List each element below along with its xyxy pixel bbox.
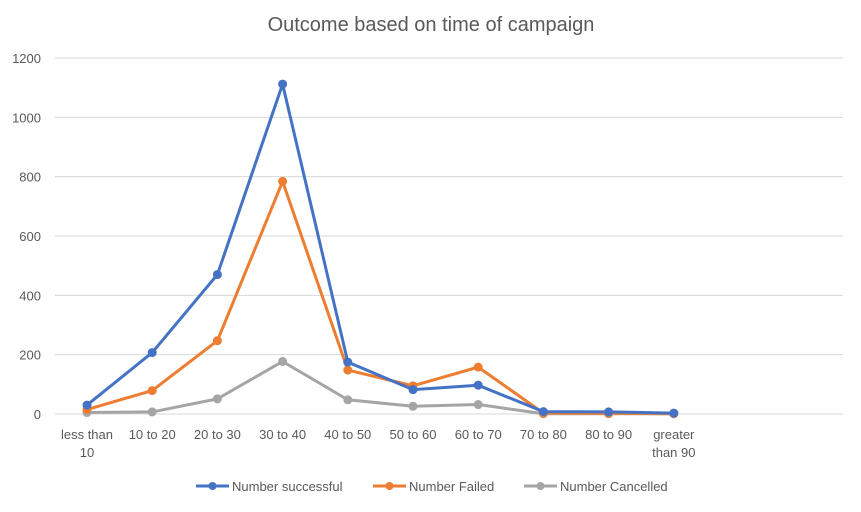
- y-tick-label: 1200: [12, 51, 41, 66]
- x-tick-label: 20 to 30: [194, 427, 241, 442]
- data-point: [538, 407, 548, 417]
- series-line: [85, 82, 676, 415]
- data-point: [343, 365, 353, 375]
- legend-swatch-marker: [385, 482, 394, 490]
- series-line: [85, 359, 676, 416]
- gridlines: [55, 57, 843, 356]
- series-line: [85, 179, 676, 416]
- x-tick-label: 60 to 70: [455, 427, 502, 442]
- series-number-cancelled: [82, 356, 679, 419]
- y-axis: 0 200 400 600 800 1000 1200: [12, 51, 41, 422]
- series-number-failed: [82, 176, 679, 419]
- legend-label: Number successful: [232, 479, 343, 494]
- x-tick-label: 80 to 90: [585, 427, 632, 442]
- x-tick-label-line: 10 to 20: [129, 427, 176, 442]
- data-point: [604, 407, 614, 417]
- data-point: [473, 400, 483, 410]
- data-point: [147, 407, 157, 417]
- x-tick-label-line: 50 to 60: [390, 427, 437, 442]
- x-tick-label-line: 40 to 50: [324, 427, 371, 442]
- x-tick-label-line: than 90: [652, 445, 695, 460]
- x-tick-label: 40 to 50: [324, 427, 371, 442]
- data-point: [147, 386, 157, 396]
- x-tick-label-line: 70 to 80: [520, 427, 567, 442]
- x-tick-label: greater than 90: [652, 427, 695, 460]
- data-point: [212, 394, 222, 404]
- legend-label: Number Cancelled: [560, 479, 668, 494]
- x-tick-label-line: greater: [653, 427, 695, 442]
- x-tick-label: 10 to 20: [129, 427, 176, 442]
- x-tick-label-line: less than: [61, 427, 113, 442]
- x-tick-label-line: 30 to 40: [259, 427, 306, 442]
- x-tick-label: 50 to 60: [390, 427, 437, 442]
- x-tick-label-line: 60 to 70: [455, 427, 502, 442]
- data-point: [82, 400, 92, 410]
- y-tick-label: 600: [19, 229, 41, 244]
- x-tick-label: 30 to 40: [259, 427, 306, 442]
- data-point: [408, 385, 418, 395]
- data-point: [147, 348, 157, 358]
- data-point: [212, 336, 222, 346]
- y-tick-label: 400: [19, 288, 41, 303]
- data-point: [473, 380, 483, 390]
- data-point: [278, 356, 288, 366]
- y-tick-label: 200: [19, 348, 41, 363]
- x-tick-label: less than 10: [61, 427, 113, 460]
- data-point: [408, 401, 418, 411]
- y-tick-label: 800: [19, 170, 41, 185]
- data-point: [212, 270, 222, 280]
- data-point: [343, 395, 353, 405]
- legend-swatch-marker: [208, 482, 217, 490]
- legend-label: Number Failed: [409, 479, 494, 494]
- legend-item: Number successful: [196, 479, 343, 494]
- data-point: [278, 176, 288, 186]
- x-tick-label-line: 20 to 30: [194, 427, 241, 442]
- x-tick-label-line: 10: [80, 445, 94, 460]
- x-axis: less than 10 10 to 20 20 to 30 30 to 40 40 to…: [61, 427, 696, 460]
- data-point: [473, 362, 483, 372]
- legend-item: Number Failed: [373, 479, 494, 494]
- x-tick-label: 70 to 80: [520, 427, 567, 442]
- legend-swatch-marker: [536, 482, 545, 490]
- y-tick-label: 1000: [12, 110, 41, 125]
- series-number-successful: [82, 79, 679, 418]
- legend: Number successful Number Failed Number Can…: [196, 479, 668, 494]
- chart-title: Outcome based on time of campaign: [268, 14, 595, 36]
- legend-item: Number Cancelled: [524, 479, 668, 494]
- x-tick-label-line: 80 to 90: [585, 427, 632, 442]
- data-point: [669, 408, 679, 418]
- data-point: [343, 357, 353, 367]
- y-tick-label: 0: [34, 407, 41, 422]
- data-point: [278, 79, 288, 89]
